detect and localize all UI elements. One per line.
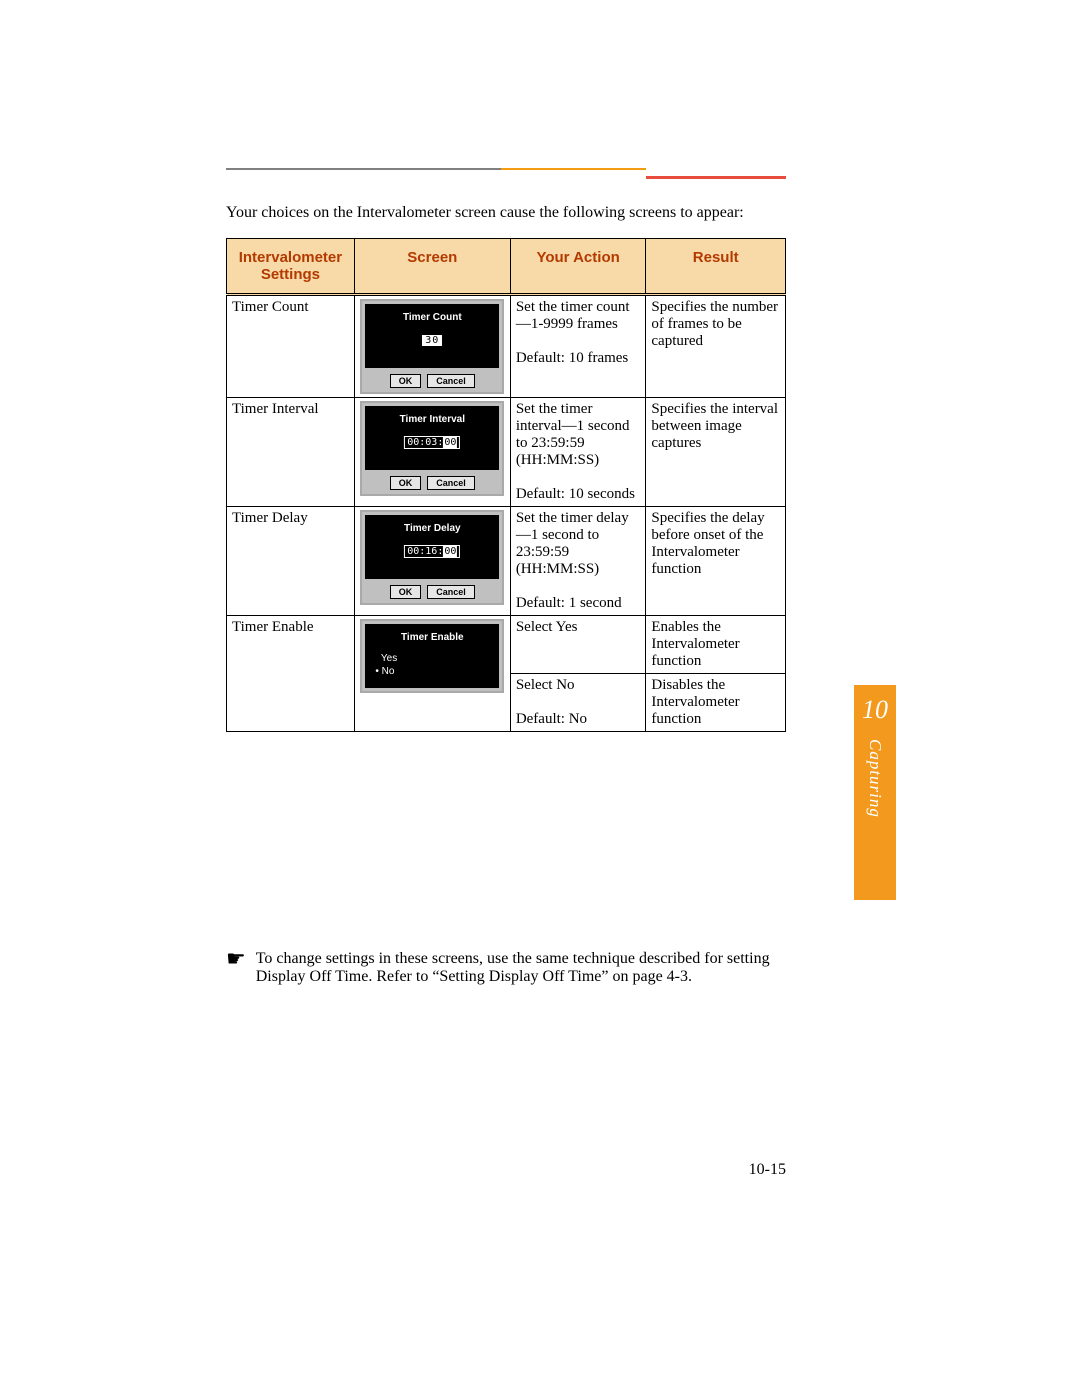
- cell-setting: Timer Count: [227, 295, 355, 398]
- device-cancel-button[interactable]: Cancel: [427, 374, 475, 388]
- header-rule-orange: [501, 168, 646, 170]
- device-mock-timer-count: Timer Count 30 OK Cancel: [360, 299, 504, 394]
- header-rule-grey: [226, 168, 501, 170]
- content-block: Your choices on the Intervalometer scree…: [226, 204, 786, 732]
- table-row: Timer Interval Timer Interval 00:03:00 O…: [227, 398, 786, 507]
- cell-setting: Timer Delay: [227, 507, 355, 616]
- cell-result: Specifies the delay before onset of the …: [646, 507, 786, 616]
- header-settings: Intervalometer Settings: [227, 239, 355, 295]
- device-value: 00:16:00: [404, 545, 460, 558]
- device-option-no: • No: [375, 665, 397, 678]
- device-button-row: OK Cancel: [362, 582, 502, 603]
- device-mock-timer-enable: Timer Enable Yes • No: [360, 619, 504, 693]
- table-header-row: Intervalometer Settings Screen Your Acti…: [227, 239, 786, 295]
- device-ok-button[interactable]: OK: [390, 585, 422, 599]
- manual-page: Your choices on the Intervalometer scree…: [0, 0, 1080, 1397]
- device-value: 00:03:00: [404, 436, 460, 449]
- table-row: Timer Count Timer Count 30 OK Cancel Set…: [227, 295, 786, 398]
- device-title: Timer Count: [365, 312, 499, 323]
- cell-result: Specifies the interval between image cap…: [646, 398, 786, 507]
- cell-result: Specifies the number of frames to be cap…: [646, 295, 786, 398]
- device-value: 30: [421, 334, 443, 347]
- cell-screen: Timer Enable Yes • No: [354, 616, 510, 732]
- cell-screen: Timer Count 30 OK Cancel: [354, 295, 510, 398]
- device-screen: Timer Enable Yes • No: [365, 624, 499, 688]
- cell-action: Select No Default: No: [510, 674, 646, 732]
- table-row: Timer Enable Timer Enable Yes • No Selec…: [227, 616, 786, 674]
- cell-result: Disables the Intervalometer function: [646, 674, 786, 732]
- header-action: Your Action: [510, 239, 646, 295]
- header-rule-red: [646, 176, 786, 179]
- device-yes-no-list: Yes • No: [375, 652, 397, 678]
- device-button-row: OK Cancel: [362, 473, 502, 494]
- device-ok-button[interactable]: OK: [390, 476, 422, 490]
- chapter-number: 10: [854, 685, 896, 725]
- intervalometer-table: Intervalometer Settings Screen Your Acti…: [226, 238, 786, 732]
- footnote-text: To change settings in these screens, use…: [256, 950, 786, 986]
- header-screen: Screen: [354, 239, 510, 295]
- device-title: Timer Interval: [365, 414, 499, 425]
- device-option-yes: Yes: [375, 652, 397, 665]
- chapter-side-tab: 10 Capturing: [854, 685, 896, 900]
- device-mock-timer-delay: Timer Delay 00:16:00 OK Cancel: [360, 510, 504, 605]
- chapter-label: Capturing: [865, 739, 885, 818]
- cell-action: Set the timer interval—1 second to 23:59…: [510, 398, 646, 507]
- cell-action: Select Yes: [510, 616, 646, 674]
- device-cancel-button[interactable]: Cancel: [427, 476, 475, 490]
- device-screen: Timer Delay 00:16:00: [365, 515, 499, 579]
- table-row: Timer Delay Timer Delay 00:16:00 OK Canc…: [227, 507, 786, 616]
- cell-setting: Timer Enable: [227, 616, 355, 732]
- device-screen: Timer Count 30: [365, 304, 499, 368]
- header-result: Result: [646, 239, 786, 295]
- device-ok-button[interactable]: OK: [390, 374, 422, 388]
- device-title: Timer Delay: [365, 523, 499, 534]
- footnote-row: ☛ To change settings in these screens, u…: [226, 950, 786, 986]
- pointing-hand-icon: ☛: [226, 950, 246, 968]
- cell-action: Set the timer delay—1 second to 23:59:59…: [510, 507, 646, 616]
- cell-result: Enables the Intervalometer function: [646, 616, 786, 674]
- cell-action: Set the timer count—1-9999 frames Defaul…: [510, 295, 646, 398]
- device-title: Timer Enable: [365, 632, 499, 643]
- cell-screen: Timer Delay 00:16:00 OK Cancel: [354, 507, 510, 616]
- device-button-row: OK Cancel: [362, 371, 502, 392]
- device-mock-timer-interval: Timer Interval 00:03:00 OK Cancel: [360, 401, 504, 496]
- device-cancel-button[interactable]: Cancel: [427, 585, 475, 599]
- page-number: 10-15: [749, 1161, 786, 1179]
- intro-text: Your choices on the Intervalometer scree…: [226, 204, 786, 222]
- cell-screen: Timer Interval 00:03:00 OK Cancel: [354, 398, 510, 507]
- device-screen: Timer Interval 00:03:00: [365, 406, 499, 470]
- cell-setting: Timer Interval: [227, 398, 355, 507]
